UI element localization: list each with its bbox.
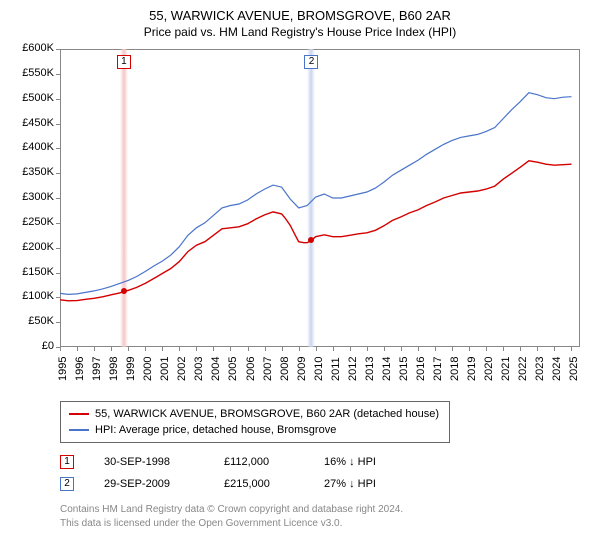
sale-dot [308, 237, 314, 243]
xtick-label: 2015 [398, 357, 410, 381]
xtick-label: 1995 [57, 357, 69, 381]
sale-price: £215,000 [224, 478, 294, 490]
xtick-label: 2009 [296, 357, 308, 381]
legend-swatch [69, 413, 89, 415]
legend: 55, WARWICK AVENUE, BROMSGROVE, B60 2AR … [60, 401, 450, 443]
footer-line: This data is licensed under the Open Gov… [60, 517, 588, 531]
xtick-label: 2020 [483, 357, 495, 381]
xtick-label: 2007 [262, 357, 274, 381]
sales-table: 1 30-SEP-1998 £112,000 16% ↓ HPI 2 29-SE… [60, 451, 588, 495]
xtick-label: 2014 [381, 357, 393, 381]
sale-delta: 16% ↓ HPI [324, 456, 414, 468]
xtick-label: 1999 [125, 357, 137, 381]
sale-marker-box: 2 [304, 55, 318, 69]
xtick-label: 1997 [91, 357, 103, 381]
xtick-label: 2001 [159, 357, 171, 381]
xtick-label: 2025 [568, 357, 580, 381]
legend-item-price-paid: 55, WARWICK AVENUE, BROMSGROVE, B60 2AR … [69, 406, 441, 422]
xtick-label: 2021 [500, 357, 512, 381]
sale-marker-icon: 1 [60, 455, 74, 469]
xtick-label: 2010 [313, 357, 325, 381]
legend-label: 55, WARWICK AVENUE, BROMSGROVE, B60 2AR … [95, 408, 439, 420]
xtick-label: 1996 [74, 357, 86, 381]
sale-price: £112,000 [224, 456, 294, 468]
line-layer [12, 45, 582, 349]
sale-marker-box: 1 [117, 55, 131, 69]
xtick-label: 1998 [108, 357, 120, 381]
xtick-label: 2019 [466, 357, 478, 381]
sale-dot [121, 288, 127, 294]
xtick-label: 2000 [142, 357, 154, 381]
legend-label: HPI: Average price, detached house, Brom… [95, 424, 336, 436]
series-line-hpi [60, 93, 572, 295]
xtick-label: 2008 [279, 357, 291, 381]
chart-area: £0£50K£100K£150K£200K£250K£300K£350K£400… [12, 45, 588, 395]
sale-delta: 27% ↓ HPI [324, 478, 414, 490]
sale-row: 2 29-SEP-2009 £215,000 27% ↓ HPI [60, 473, 588, 495]
chart-subtitle: Price paid vs. HM Land Registry's House … [12, 25, 588, 39]
xtick-label: 2016 [415, 357, 427, 381]
series-line-price_paid [60, 161, 572, 301]
footer-line: Contains HM Land Registry data © Crown c… [60, 503, 588, 517]
xtick-label: 2003 [193, 357, 205, 381]
xtick-label: 2006 [245, 357, 257, 381]
legend-item-hpi: HPI: Average price, detached house, Brom… [69, 422, 441, 438]
chart-container: 55, WARWICK AVENUE, BROMSGROVE, B60 2AR … [0, 0, 600, 538]
footer-attribution: Contains HM Land Registry data © Crown c… [60, 503, 588, 530]
sale-row: 1 30-SEP-1998 £112,000 16% ↓ HPI [60, 451, 588, 473]
xtick-label: 2022 [517, 357, 529, 381]
xtick-label: 2017 [432, 357, 444, 381]
title-block: 55, WARWICK AVENUE, BROMSGROVE, B60 2AR … [12, 8, 588, 39]
xtick-label: 2011 [330, 357, 342, 381]
xtick-label: 2013 [364, 357, 376, 381]
legend-swatch [69, 429, 89, 431]
chart-title: 55, WARWICK AVENUE, BROMSGROVE, B60 2AR [12, 8, 588, 23]
xtick-label: 2004 [210, 357, 222, 381]
xtick-label: 2002 [176, 357, 188, 381]
sale-marker-icon: 2 [60, 477, 74, 491]
xtick-label: 2012 [347, 357, 359, 381]
xtick-label: 2005 [227, 357, 239, 381]
xtick-label: 2024 [551, 357, 563, 381]
sale-date: 30-SEP-1998 [104, 456, 194, 468]
sale-date: 29-SEP-2009 [104, 478, 194, 490]
xtick-label: 2023 [534, 357, 546, 381]
xtick-label: 2018 [449, 357, 461, 381]
